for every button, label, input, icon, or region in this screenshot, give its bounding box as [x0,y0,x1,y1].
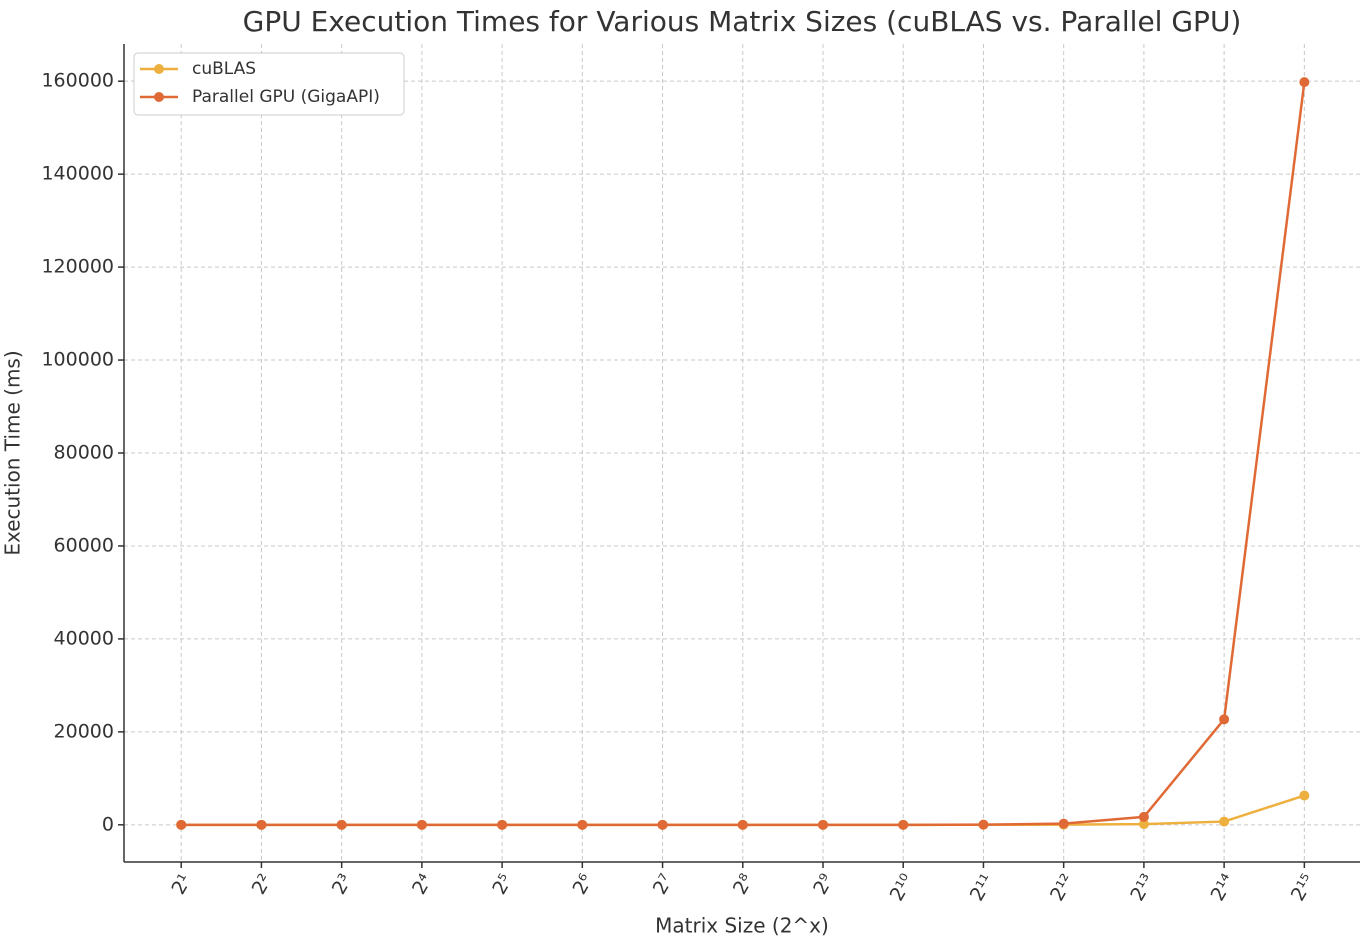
data-point [1299,77,1310,88]
x-tick-label: 2⁴ [408,870,437,898]
x-tick-label: 2¹² [1046,870,1079,905]
y-tick-label: 20000 [54,720,114,742]
x-tick-label: 2⁶ [569,870,598,898]
y-tick-label: 80000 [54,442,114,464]
legend-label: Parallel GPU (GigaAPI) [192,87,380,107]
legend-marker [154,92,164,102]
data-point [1138,811,1149,822]
y-tick-label: 140000 [41,163,114,185]
data-point [256,819,267,830]
data-point [1299,790,1310,801]
data-point [657,819,668,830]
x-tick-label: 2⁸ [729,870,758,898]
legend-label: cuBLAS [192,59,256,79]
x-tick-label: 2¹⁵ [1287,870,1320,905]
x-axis-label: Matrix Size (2^x) [655,914,829,938]
legend-box [133,52,405,116]
y-tick-label: 100000 [41,349,114,371]
x-tick-label: 2⁹ [809,870,838,898]
x-tick-label: 2¹¹ [966,870,999,905]
data-point [497,819,508,830]
x-tick-label: 2¹ [167,870,196,898]
x-tick-label: 2⁷ [649,870,678,898]
x-tick-label: 2² [248,870,277,898]
data-point [898,819,909,830]
data-point [1219,714,1230,725]
data-point [416,819,427,830]
data-point [818,819,829,830]
x-tick-label: 2³ [328,870,357,898]
data-point [1138,819,1149,830]
data-point [978,819,989,830]
x-tick-label: 2¹⁴ [1207,870,1240,905]
chart-title: GPU Execution Times for Various Matrix S… [243,5,1242,38]
y-tick-label: 60000 [54,534,114,556]
data-point [1219,816,1230,827]
y-tick-label: 0 [102,813,114,835]
data-point [577,819,588,830]
y-tick-label: 120000 [41,256,114,278]
legend-marker [154,64,164,74]
x-tick-label: 2¹³ [1126,870,1159,905]
y-tick-label: 40000 [54,627,114,649]
y-tick-label: 160000 [41,70,114,92]
grid [124,44,1360,862]
x-tick-label: 2⁵ [488,870,517,898]
y-axis-label: Execution Time (ms) [1,350,25,555]
data-point [336,819,347,830]
x-tick-label: 2¹⁰ [886,870,919,905]
data-point [1058,818,1069,829]
data-point [176,819,187,830]
data-point [737,819,748,830]
